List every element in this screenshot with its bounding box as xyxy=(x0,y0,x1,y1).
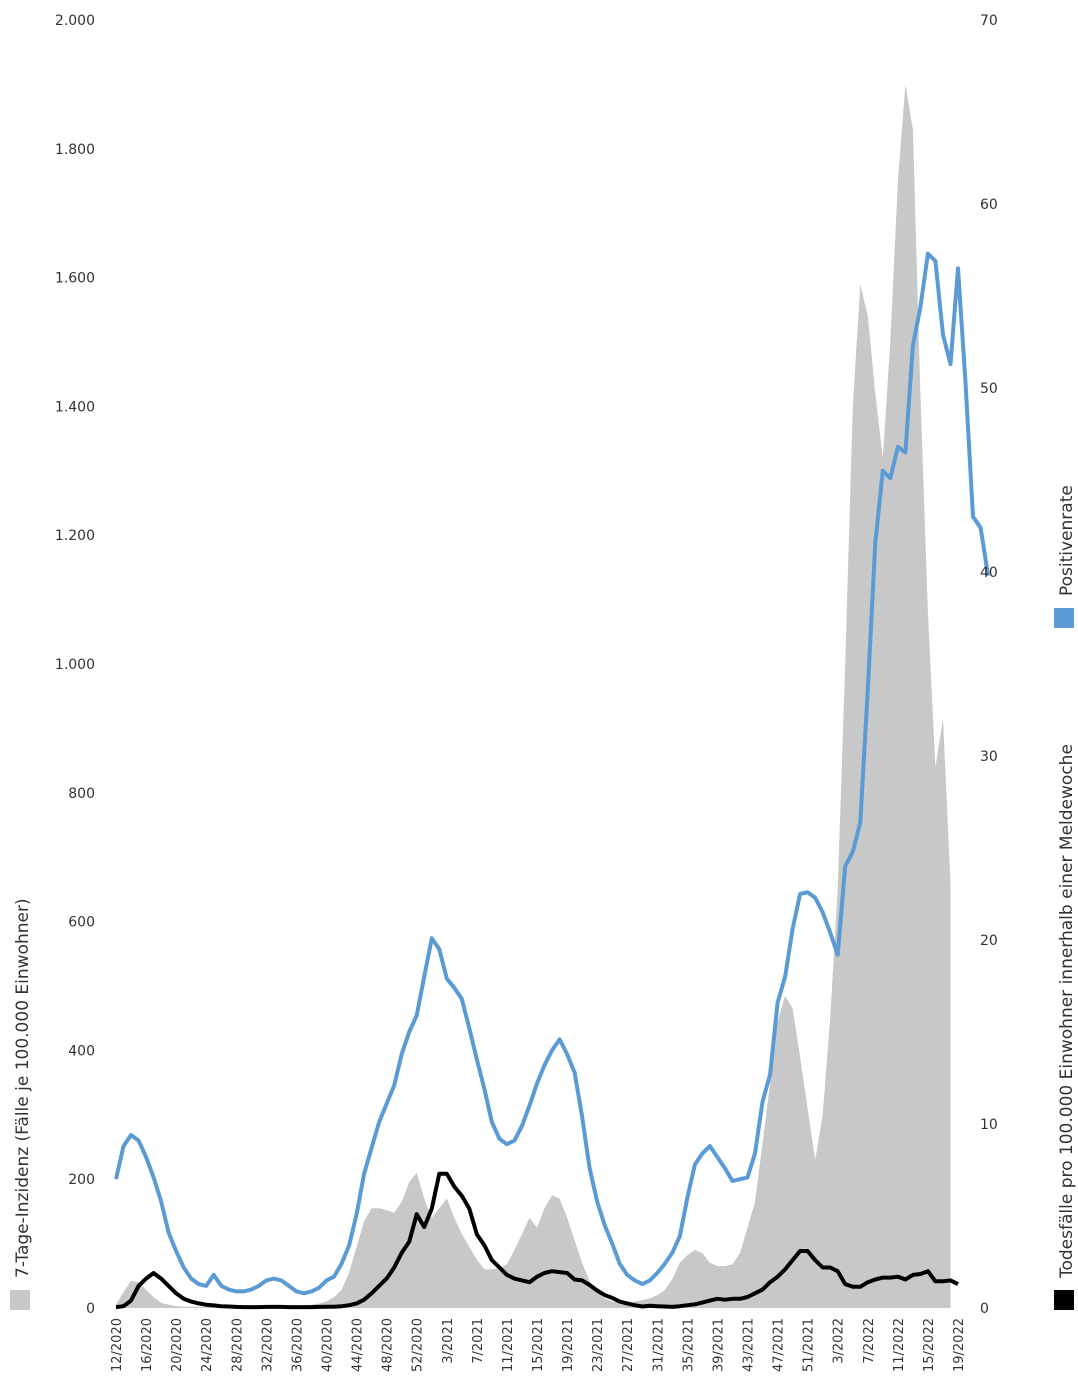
x-tick-label: 12/2020 xyxy=(110,1318,125,1372)
y-left-tick-label: 400 xyxy=(68,1043,95,1059)
x-tick-label: 23/2021 xyxy=(591,1318,606,1372)
x-tick-label: 36/2020 xyxy=(290,1318,305,1372)
x-tick-label: 3/2022 xyxy=(832,1318,847,1364)
y-right-tick-label: 20 xyxy=(980,933,998,949)
x-tick-label: 24/2020 xyxy=(200,1318,215,1372)
y-left-tick-label: 200 xyxy=(68,1172,95,1188)
y-axis-left-ticks: 0 200 400 600 800 1.000 1.200 1.400 1.600 1.800 2.… xyxy=(55,13,95,1317)
y-right-tick-label: 50 xyxy=(980,381,998,397)
x-tick-label: 20/2020 xyxy=(170,1318,185,1372)
x-tick-label: 44/2020 xyxy=(351,1318,366,1372)
x-tick-label: 51/2021 xyxy=(802,1318,817,1372)
plot-area xyxy=(114,84,991,1310)
x-tick-label: 7/2022 xyxy=(862,1318,877,1364)
x-tick-label: 52/2020 xyxy=(411,1318,426,1372)
y-right-tick-label: 60 xyxy=(980,197,998,213)
y-left-tick-label: 1.400 xyxy=(55,399,95,415)
positivity-rate-line xyxy=(114,251,991,1296)
y-right-tick-label: 30 xyxy=(980,749,998,765)
x-tick-label: 11/2022 xyxy=(892,1318,907,1372)
incidence-area xyxy=(116,84,951,1308)
x-tick-label: 3/2021 xyxy=(441,1318,456,1364)
x-tick-label: 43/2021 xyxy=(742,1318,757,1372)
y-right-tick-label: 10 xyxy=(980,1117,998,1133)
y-left-tick-label: 2.000 xyxy=(55,13,95,29)
y-right-tick-label: 0 xyxy=(980,1301,989,1317)
y-axis-left-label: 7-Tage-Inzidenz (Fälle je 100.000 Einwoh… xyxy=(13,898,33,1278)
x-tick-label: 15/2021 xyxy=(531,1318,546,1372)
y-left-tick-label: 0 xyxy=(86,1301,95,1317)
y-right-tick-label: 40 xyxy=(980,565,998,581)
x-tick-label: 27/2021 xyxy=(621,1318,636,1372)
x-tick-label: 32/2020 xyxy=(260,1318,275,1372)
x-tick-label: 40/2020 xyxy=(321,1318,336,1372)
x-tick-label: 11/2021 xyxy=(501,1318,516,1372)
x-tick-label: 28/2020 xyxy=(230,1318,245,1372)
y-left-tick-label: 800 xyxy=(68,786,95,802)
x-tick-label: 31/2021 xyxy=(651,1318,666,1372)
x-tick-label: 19/2022 xyxy=(952,1318,967,1372)
x-tick-label: 16/2020 xyxy=(140,1318,155,1372)
y-left-tick-label: 1.000 xyxy=(55,657,95,673)
x-axis-ticks: 12/2020 16/2020 20/2020 24/2020 28/2020 32/20… xyxy=(110,1318,967,1372)
y-left-tick-label: 1.200 xyxy=(55,528,95,544)
legend-positivity-swatch xyxy=(1054,608,1074,628)
x-tick-label: 19/2021 xyxy=(561,1318,576,1372)
x-tick-label: 47/2021 xyxy=(772,1318,787,1372)
x-tick-label: 48/2020 xyxy=(381,1318,396,1372)
x-tick-label: 39/2021 xyxy=(711,1318,726,1372)
x-tick-label: 35/2021 xyxy=(681,1318,696,1372)
y-left-tick-label: 1.600 xyxy=(55,271,95,287)
legend-deaths-swatch xyxy=(1054,1290,1074,1310)
y-left-tick-label: 1.800 xyxy=(55,142,95,158)
deaths-line xyxy=(115,1171,959,1310)
legend-incidence-swatch xyxy=(10,1290,30,1310)
y-right-tick-label: 70 xyxy=(980,13,998,29)
x-tick-label: 7/2021 xyxy=(471,1318,486,1364)
y-axis-right-label-positivity: Positivenrate xyxy=(1057,485,1077,596)
y-left-tick-label: 600 xyxy=(68,915,95,931)
x-tick-label: 15/2022 xyxy=(922,1318,937,1372)
y-axis-right-ticks: 0 10 20 30 40 50 60 70 xyxy=(980,13,998,1317)
y-axis-right-label-deaths: Todesfälle pro 100.000 Einwohner innerha… xyxy=(1057,744,1077,1279)
